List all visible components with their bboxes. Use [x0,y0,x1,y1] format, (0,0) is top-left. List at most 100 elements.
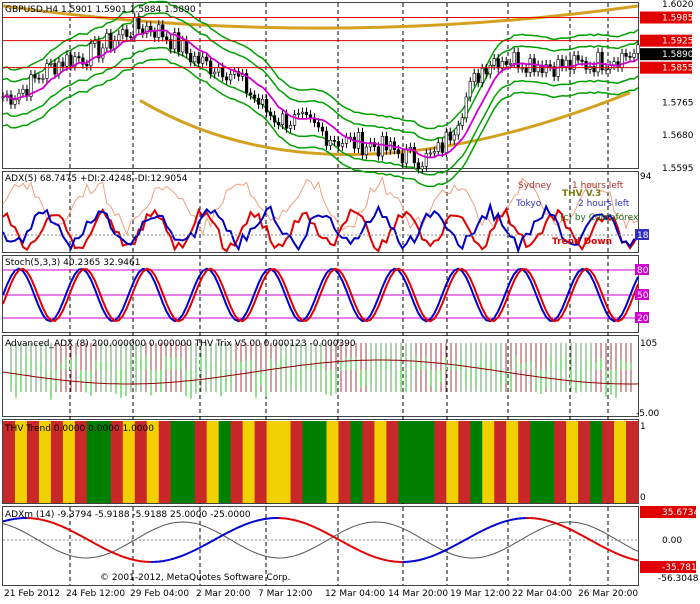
time-tick: 2 Mar 20:00 [196,589,251,599]
candle-body [257,98,260,104]
candle-body [581,60,584,61]
candle-body [401,154,404,163]
trend-block [434,421,446,503]
adxm-segment [247,523,251,524]
trend-block [303,421,315,503]
candle-body [193,56,196,62]
candle-body [321,127,324,131]
candle-body [561,59,564,66]
candle-body [341,143,344,146]
thv-trend-label: THV Trend 0.0000 0.0000 1.0000 [4,424,154,434]
candle-body [225,77,228,80]
adxm-segment [167,559,171,560]
candle-body [325,131,328,145]
trend-block [518,421,530,503]
adxm-segment [410,561,414,562]
trend-block [386,421,398,503]
symbol-label: GBPUSD,H4 1.5901 1.5901 1.5884 1.5890 [5,5,196,15]
candle-body [469,82,472,97]
price-tag: 1.5855 [662,64,694,74]
adxm-segment [418,559,422,560]
candle-body [357,132,360,148]
candle-body [253,95,256,98]
candle-body [385,136,388,150]
candle-body [353,137,356,148]
adxm-segment [506,520,510,521]
candle-body [601,52,604,69]
trend-block [494,421,506,503]
candle-body [529,59,532,73]
candle-body [153,32,156,37]
adxm-segment [538,519,542,520]
adx-tick-18: 18 [637,231,649,241]
adxm-segment [550,521,554,522]
trend-block [362,421,374,503]
stoch-label: Stoch(5,3,3) 40.2365 32.9461 [5,258,140,268]
trend-block [159,421,171,503]
adxm-segment [498,522,502,523]
trend-block [554,421,566,503]
trend-block [195,421,207,503]
candle-body [317,123,320,128]
time-tick: 29 Feb 04:00 [130,589,189,599]
candle-body [66,55,69,66]
time-tick: 22 Mar 04:00 [512,589,572,599]
adxm-segment [47,521,51,522]
candle-body [509,63,512,64]
candle-body [465,97,468,118]
adxm-segment [626,557,630,558]
tokyo-hours-left: 2 hours left [578,199,630,209]
adxm-segment [259,519,263,520]
candle-body [126,30,129,37]
stoch-tick: 20 [637,314,649,324]
adxm-segment [171,558,175,559]
candle-body [377,147,380,156]
trend-block [614,421,626,503]
candle-body [38,78,41,79]
candle-body [189,53,192,62]
candle-body [525,68,528,72]
adv-adx-label: Advanced_ADX (8) 200.000000 0.000000 THV… [5,339,356,349]
candle-body [453,135,456,140]
adxm-segment [510,519,514,520]
candle-body [449,132,452,140]
candle-body [165,37,168,40]
adxm-segment [634,560,638,561]
trend-block [446,421,458,503]
candle-body [397,150,400,154]
adxm-segment [542,519,546,520]
adv-tick-105: 105 [640,339,657,349]
candle-body [489,65,492,74]
candle-body [361,132,364,154]
candle-body [197,56,200,63]
price-tick: 1.5595 [662,164,694,174]
adxm-segment [414,560,418,561]
adxm-segment [135,560,139,561]
trend-block [470,421,482,503]
adxm-segment [546,520,550,521]
trend-block [506,421,518,503]
trend-block [590,421,602,503]
candle-body [201,57,204,63]
time-tick: 21 Feb 2012 [4,589,60,599]
candle-body [42,78,45,79]
candle-body [421,166,424,169]
trend-block [626,421,638,503]
candle-body [537,65,540,72]
candle-body [205,57,208,61]
trend-block [183,421,195,503]
trend-block [171,421,183,503]
copyright: © 2001-2012, MetaQuotes Software Corp. [100,573,291,583]
candle-body [337,141,340,146]
trend-block [602,421,614,503]
candle-body [405,149,408,163]
adxm-segment [251,521,255,522]
candle-body [90,43,93,65]
candle-body [289,125,292,128]
adxm-segment [131,559,135,560]
trend-down-label: Trend Down [552,237,612,247]
candle-body [513,52,516,63]
candle-body [62,62,65,66]
price-tag: 1.5890 [662,50,694,60]
adxm-segment [119,555,123,557]
